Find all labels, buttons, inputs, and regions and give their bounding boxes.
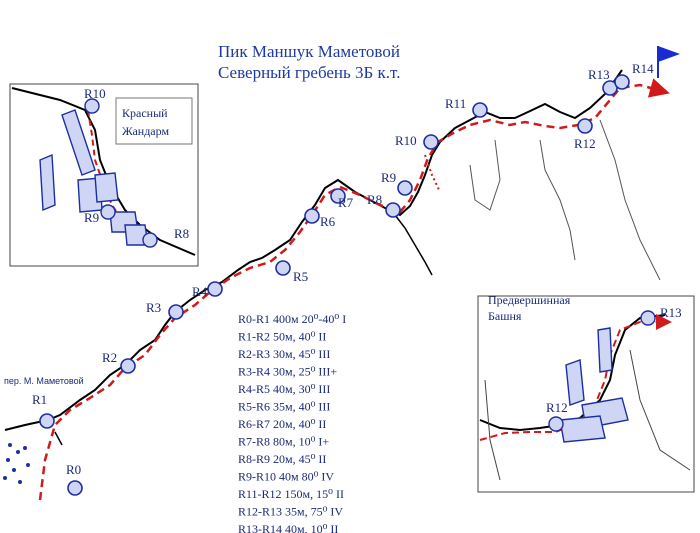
label-r0: R0 [66, 462, 81, 477]
legend-line: R3-R4 30м, 25⁰ III+ [238, 365, 337, 379]
inset-left-title-1: Красный [122, 106, 168, 120]
label-r10: R10 [395, 133, 417, 148]
inset-right-r13: R13 [660, 305, 682, 320]
descent-dots [424, 154, 441, 193]
label-r4: R4 [192, 284, 208, 299]
legend-line: R1-R2 50м, 40⁰ II [238, 330, 326, 344]
belay-station-icon [472, 102, 488, 118]
label-r13: R13 [588, 67, 610, 82]
legend-line: R9-R10 40м 80⁰ IV [238, 470, 334, 484]
label-r1: R1 [32, 392, 47, 407]
title-line1: Пик Маншук Маметовой [218, 42, 400, 61]
inset-right-title-1: Предвершинная [488, 293, 571, 307]
label-r8: R8 [367, 192, 382, 207]
legend-line: R7-R8 80м, 10⁰ I+ [238, 435, 329, 449]
belay-stations [39, 74, 630, 496]
inset-right-title-2: Башня [488, 309, 522, 323]
label-r14: R14 [632, 61, 654, 76]
belay-station-icon [385, 202, 401, 218]
title-line2: Северный гребень 3Б к.т. [218, 63, 400, 82]
summit-flag-icon [657, 46, 680, 78]
belay-station-icon [330, 188, 346, 204]
belay-station-icon [275, 260, 291, 276]
inset-left-r8: R8 [174, 226, 189, 241]
belay-station-icon [168, 304, 184, 320]
legend-line: R13-R14 40м, 10⁰ II [238, 522, 338, 533]
pitch-legend: R0-R1 400м 20⁰-40⁰ I R1-R2 50м, 40⁰ II R2-… [238, 312, 346, 533]
inset-left-title-2: Жандарм [122, 124, 169, 138]
inset-left-r9: R9 [84, 210, 99, 225]
belay-station-icon [39, 413, 55, 429]
inset-right-r12: R12 [546, 400, 568, 415]
label-r11: R11 [445, 96, 466, 111]
label-r6: R6 [320, 214, 336, 229]
main-route [38, 78, 670, 501]
inset-left-r10: R10 [84, 86, 106, 101]
label-r3: R3 [146, 300, 161, 315]
pass-label: пер. М. Маметовой [4, 376, 84, 386]
legend-line: R6-R7 20м, 40⁰ II [238, 417, 326, 431]
belay-station-icon [423, 134, 439, 150]
belay-station-icon [602, 80, 618, 96]
belay-station-icon [207, 281, 223, 297]
belay-station-icon [120, 358, 136, 374]
legend-line: R8-R9 20м, 45⁰ II [238, 452, 326, 466]
ridge-outline [4, 69, 661, 446]
belay-station-icon [577, 118, 593, 134]
scree-dots [3, 443, 30, 484]
inset-title-box [115, 97, 193, 145]
label-r5: R5 [293, 269, 308, 284]
label-r7: R7 [338, 195, 354, 210]
belay-station-icon [304, 208, 320, 224]
legend-line: R5-R6 35м, 40⁰ III [238, 400, 330, 414]
inset-red-gendarme: Красный Жандарм R10 R9 R8 [9, 83, 199, 267]
legend-line: R0-R1 400м 20⁰-40⁰ I [238, 312, 346, 326]
legend-line: R2-R3 30м, 45⁰ III [238, 347, 330, 361]
belay-station-icon [397, 180, 413, 196]
label-r12: R12 [574, 136, 596, 151]
belay-station-icon [614, 74, 630, 90]
label-r9: R9 [381, 170, 396, 185]
label-r2: R2 [102, 350, 117, 365]
inset-presummit-tower: Предвершинная Башня R12 R13 [477, 293, 695, 493]
legend-line: R4-R5 40м, 30⁰ III [238, 382, 330, 396]
route-labels: R0 R1 R2 R3 R4 R5 R6 R7 R8 R9 R10 R11 R1… [32, 61, 654, 477]
legend-line: R12-R13 35м, 75⁰ IV [238, 505, 343, 519]
legend-line: R11-R12 150м, 15⁰ II [238, 487, 344, 501]
belay-station-icon [67, 480, 83, 496]
